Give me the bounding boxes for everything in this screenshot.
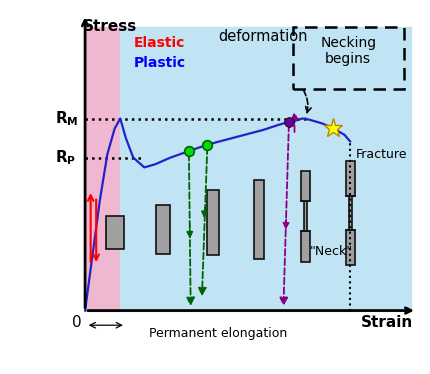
Text: Elastic: Elastic	[133, 36, 184, 50]
Text: deformation: deformation	[218, 28, 307, 43]
Text: $\mathbf{R_M}$: $\mathbf{R_M}$	[55, 109, 79, 128]
Text: Strain: Strain	[360, 315, 412, 331]
Bar	[304, 201, 306, 232]
Bar	[156, 205, 169, 254]
Text: $\mathbf{R_P}$: $\mathbf{R_P}$	[55, 148, 77, 167]
Text: Plastic: Plastic	[133, 55, 185, 70]
Text: Necking
begins: Necking begins	[319, 36, 375, 66]
Text: 0: 0	[72, 315, 82, 331]
Bar	[85, 28, 120, 310]
Bar	[301, 171, 309, 201]
Text: Stress: Stress	[83, 19, 137, 34]
Bar	[301, 232, 309, 262]
Bar	[345, 161, 354, 196]
Text: Permanent elongation: Permanent elongation	[149, 327, 287, 340]
Text: "Neck": "Neck"	[309, 245, 352, 258]
Bar	[207, 190, 218, 255]
Bar	[345, 230, 354, 265]
Bar	[106, 216, 123, 249]
Bar	[254, 180, 264, 258]
Text: Fracture: Fracture	[355, 148, 406, 161]
Bar	[120, 28, 410, 310]
Bar	[348, 196, 351, 230]
